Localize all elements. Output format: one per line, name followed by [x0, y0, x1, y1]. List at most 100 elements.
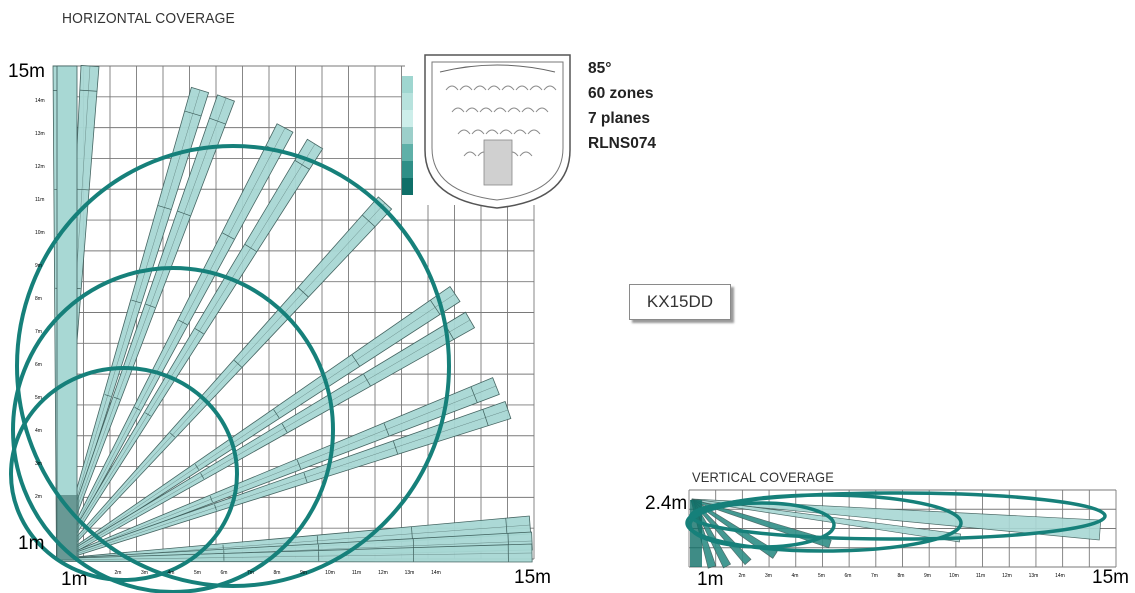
beam-centerline: [57, 409, 509, 561]
x-tick-label: 7m: [247, 570, 254, 576]
y-top-label: 15m: [8, 61, 45, 82]
vertical-x-tick-label: 12m: [1002, 573, 1012, 579]
lens-facet: [451, 107, 465, 113]
y-tick-label: 6m: [35, 362, 42, 368]
vertical-x-tick-label: 14m: [1055, 573, 1065, 579]
beam-centerline: [57, 202, 386, 561]
y-tick-label: 8m: [35, 296, 42, 302]
x-tick-label: 2m: [115, 570, 122, 576]
beam-centerline: [57, 293, 456, 561]
horizontal-coverage-ellipses: [9, 144, 451, 593]
vertical-axis: 2.4m 1m 15m 2m 3m 4m 5m 6m 7m 8m 9m 10m 11m 12m 13m 14m: [645, 493, 1129, 590]
vertical-x-tick-label: 4m: [792, 573, 799, 579]
x-tick-label: 14m: [431, 570, 441, 576]
lens-arc: [439, 64, 556, 73]
beam-centerline: [57, 385, 497, 561]
lens-facet: [471, 129, 485, 135]
lens-facet: [519, 151, 533, 157]
spec-angle: 85°: [588, 60, 612, 77]
lens-facet: [501, 85, 515, 91]
model-label: KX15DD: [629, 284, 731, 320]
beam-centerline: [57, 127, 286, 561]
lens-facet: [463, 151, 477, 157]
coverage-ellipse: [15, 144, 451, 588]
origin-shade: [57, 495, 79, 560]
x-tick-label: 5m: [194, 570, 201, 576]
horizontal-coverage-title: HORIZONTAL COVERAGE: [62, 10, 235, 27]
lens-facet: [507, 107, 521, 113]
vertical-coverage-ellipse: [688, 501, 836, 549]
x-tick-label: 10m: [325, 570, 335, 576]
x-tick-label: 3m: [141, 570, 148, 576]
vertical-x-tick-label: 9m: [924, 573, 931, 579]
y-tick-label: 5m: [35, 395, 42, 401]
vertical-x-tick-label: 2m: [739, 573, 746, 579]
lens-diagram-icon: [424, 54, 571, 209]
vertical-x-tick-label: 13m: [1029, 573, 1039, 579]
legend-swatch: [402, 178, 413, 195]
lens-facet: [445, 85, 459, 91]
beam-centerline: [57, 319, 471, 561]
x-tick-label: 8m: [274, 570, 281, 576]
lens-outline: [424, 54, 571, 209]
lens-facet: [465, 107, 479, 113]
vertical-x-tick-label: 6m: [845, 573, 852, 579]
legend-swatch: [402, 93, 413, 110]
lens-facet: [485, 129, 499, 135]
lens-facet: [513, 129, 527, 135]
y-tick-label: 3m: [35, 461, 42, 467]
horizontal-axis: 15m 1m 1m 15m 14m 13m 12m 11m 10m 9m 8m 7m 6m 5m 4m 3m 2…: [8, 61, 551, 590]
lens-facet: [543, 85, 557, 91]
y-tick-label: 7m: [35, 329, 42, 335]
y-tick-label: 11m: [35, 197, 44, 203]
y-bottom-label: 1m: [18, 533, 44, 554]
vertical-x-tick-label: 8m: [898, 573, 905, 579]
lens-facet: [459, 85, 473, 91]
y-tick-label: 13m: [35, 131, 45, 137]
lens-facet: [515, 85, 529, 91]
lens-facet: [521, 107, 535, 113]
x-left-label: 1m: [61, 569, 87, 590]
vertical-x-tick-label: 7m: [871, 573, 878, 579]
vertical-coverage-title: VERTICAL COVERAGE: [692, 469, 834, 485]
legend-swatch: [402, 110, 413, 127]
y-tick-label: 9m: [35, 263, 42, 269]
x-tick-label: 4m: [168, 570, 175, 576]
lens-facet: [479, 107, 493, 113]
legend-swatch: [402, 144, 413, 161]
beam-centerline: [57, 97, 227, 561]
plane-legend-bar: [402, 76, 413, 195]
vertical-x-tick-label: 3m: [765, 573, 772, 579]
beam-centerline: [57, 143, 316, 561]
vertical-x-tick-label: 11m: [976, 573, 985, 579]
y-tick-label: 2m: [35, 494, 42, 500]
spec-zones: 60 zones: [588, 85, 654, 102]
legend-swatch: [402, 161, 413, 178]
lens-center: [483, 139, 513, 186]
vertical-coverage-ellipse: [685, 493, 963, 553]
vertical-x-right-label: 15m: [1092, 567, 1129, 588]
x-tick-label: 11m: [352, 570, 361, 576]
y-tick-label: 14m: [35, 98, 45, 104]
vertical-coverage-ellipses: [685, 491, 1107, 553]
spec-list: 85° 60 zones 7 planes RLNS074: [588, 56, 656, 156]
lens-facet: [529, 85, 543, 91]
x-tick-label: 13m: [405, 570, 415, 576]
height-label: 2.4m: [645, 493, 687, 514]
y-tick-label: 4m: [35, 428, 42, 434]
y-tick-label: 10m: [35, 230, 45, 236]
lens-facet: [535, 107, 549, 113]
spec-planes: 7 planes: [588, 110, 651, 127]
y-tick-label: 12m: [35, 164, 45, 170]
legend-swatch: [402, 127, 413, 144]
vertical-x-tick-label: 10m: [949, 573, 959, 579]
x-right-label: 15m: [514, 567, 551, 588]
lens-facet: [473, 85, 487, 91]
beam-centerline: [57, 89, 201, 561]
beam-centerline: [57, 552, 533, 561]
spec-lens: RLNS074: [588, 135, 657, 152]
coverage-ellipse: [11, 266, 335, 593]
lens-facet: [487, 85, 501, 91]
coverage-ellipse: [9, 366, 239, 582]
